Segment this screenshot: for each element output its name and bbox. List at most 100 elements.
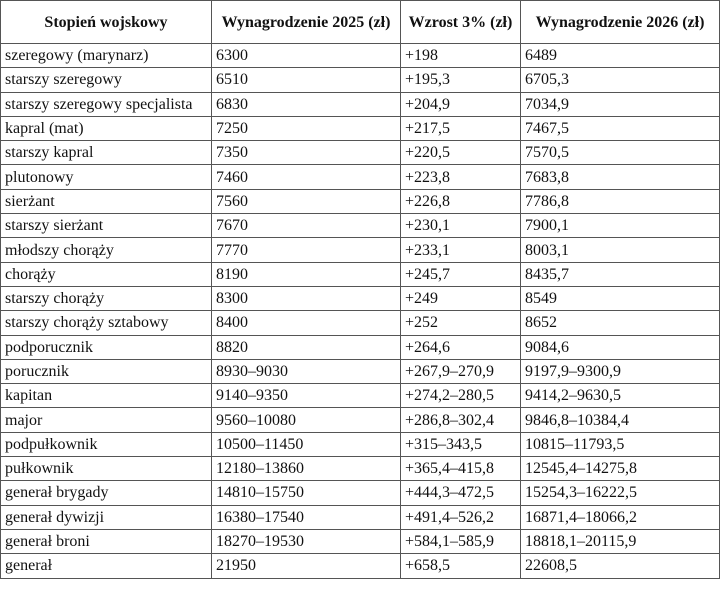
table-cell: 6705,3 bbox=[520, 67, 720, 93]
table-cell: major bbox=[0, 407, 212, 433]
table-cell: 8300 bbox=[211, 285, 401, 312]
table-cell: 8400 bbox=[211, 310, 401, 336]
table-cell: porucznik bbox=[0, 358, 212, 385]
table-cell: +274,2–280,5 bbox=[400, 383, 521, 409]
table-row: podporucznik 8820 +264,6 9084,6 bbox=[0, 334, 720, 360]
header-cell: Stopień wojskowy bbox=[0, 0, 212, 44]
table-cell: 18270–19530 bbox=[211, 528, 401, 555]
table-cell: +286,8–302,4 bbox=[400, 407, 521, 433]
table-row: podpułkownik 10500–11450 +315–343,5 10815–1… bbox=[0, 431, 720, 458]
table-cell: kapitan bbox=[0, 383, 212, 409]
table-row: starszy szeregowy 6510 +195,3 6705,3 bbox=[0, 67, 720, 93]
table-cell: szeregowy (marynarz) bbox=[0, 42, 212, 69]
table-cell: 7350 bbox=[211, 140, 401, 166]
table-cell: plutonowy bbox=[0, 164, 212, 190]
table-row: szeregowy (marynarz) 6300 +198 6489 bbox=[0, 42, 720, 69]
table-cell: generał dywizji bbox=[0, 504, 212, 530]
table-cell: starszy szeregowy specjalista bbox=[0, 91, 212, 117]
table-cell: 8549 bbox=[520, 285, 720, 312]
table-row: generał broni 18270–19530 +584,1–585,9 1881… bbox=[0, 528, 720, 555]
table-row: porucznik 8930–9030 +267,9–270,9 9197,9–930… bbox=[0, 358, 720, 385]
table-cell: 7034,9 bbox=[520, 91, 720, 117]
table-cell: starszy szeregowy bbox=[0, 67, 212, 93]
table-cell: +220,5 bbox=[400, 140, 521, 166]
table-cell: 10815–11793,5 bbox=[520, 431, 720, 458]
table-cell: 7250 bbox=[211, 115, 401, 142]
header-cell: Wynagrodzenie 2025 (zł) bbox=[211, 0, 401, 44]
table-cell: starszy sierżant bbox=[0, 213, 212, 239]
table-cell: +245,7 bbox=[400, 261, 521, 287]
table-row: pułkownik 12180–13860 +365,4–415,8 12545,4–… bbox=[0, 456, 720, 482]
table-row: młodszy chorąży 7770 +233,1 8003,1 bbox=[0, 237, 720, 263]
table-cell: 9140–9350 bbox=[211, 383, 401, 409]
table-cell: 8652 bbox=[520, 310, 720, 336]
table-cell: 9560–10080 bbox=[211, 407, 401, 433]
table-cell: 18818,1–20115,9 bbox=[520, 528, 720, 555]
table-cell: 6489 bbox=[520, 42, 720, 69]
table-cell: +267,9–270,9 bbox=[400, 358, 521, 385]
table-cell: +444,3–472,5 bbox=[400, 480, 521, 506]
table-cell: +233,1 bbox=[400, 237, 521, 263]
table-cell: 15254,3–16222,5 bbox=[520, 480, 720, 506]
table-row: generał brygady 14810–15750 +444,3–472,5 15… bbox=[0, 480, 720, 506]
table-cell: 9197,9–9300,9 bbox=[520, 358, 720, 385]
table-cell: pułkownik bbox=[0, 456, 212, 482]
table-cell: +204,9 bbox=[400, 91, 521, 117]
table-cell: 7570,5 bbox=[520, 140, 720, 166]
header-cell: Wzrost 3% (zł) bbox=[400, 0, 521, 44]
table-cell: 7670 bbox=[211, 213, 401, 239]
table-cell: 16380–17540 bbox=[211, 504, 401, 530]
table-cell: 7786,8 bbox=[520, 188, 720, 215]
table-cell: +264,6 bbox=[400, 334, 521, 360]
table-row: kapral (mat) 7250 +217,5 7467,5 bbox=[0, 115, 720, 142]
table-cell: 9414,2–9630,5 bbox=[520, 383, 720, 409]
table-cell: 7560 bbox=[211, 188, 401, 215]
header-cell: Wynagrodzenie 2026 (zł) bbox=[520, 0, 720, 44]
table-cell: +223,8 bbox=[400, 164, 521, 190]
header-row: Stopień wojskowy Wynagrodzenie 2025 (zł) W… bbox=[0, 0, 720, 44]
table-cell: +217,5 bbox=[400, 115, 521, 142]
table-cell: +365,4–415,8 bbox=[400, 456, 521, 482]
table-row: starszy chorąży sztabowy 8400 +252 8652 bbox=[0, 310, 720, 336]
table-cell: starszy chorąży sztabowy bbox=[0, 310, 212, 336]
table-cell: młodszy chorąży bbox=[0, 237, 212, 263]
table-cell: kapral (mat) bbox=[0, 115, 212, 142]
table-cell: 8930–9030 bbox=[211, 358, 401, 385]
table-row: chorąży 8190 +245,7 8435,7 bbox=[0, 261, 720, 287]
table-cell: podporucznik bbox=[0, 334, 212, 360]
table-cell: 7467,5 bbox=[520, 115, 720, 142]
table-cell: +195,3 bbox=[400, 67, 521, 93]
table-cell: +226,8 bbox=[400, 188, 521, 215]
table-row: generał dywizji 16380–17540 +491,4–526,2 16… bbox=[0, 504, 720, 530]
table-cell: 6830 bbox=[211, 91, 401, 117]
table-cell: generał brygady bbox=[0, 480, 212, 506]
table-cell: +252 bbox=[400, 310, 521, 336]
table-row: major 9560–10080 +286,8–302,4 9846,8–10384,… bbox=[0, 407, 720, 433]
table-cell: 9084,6 bbox=[520, 334, 720, 360]
table-cell: generał broni bbox=[0, 528, 212, 555]
salary-table: Stopień wojskowy Wynagrodzenie 2025 (zł) W… bbox=[0, 0, 720, 579]
table-row: starszy sierżant 7670 +230,1 7900,1 bbox=[0, 213, 720, 239]
table-cell: 7460 bbox=[211, 164, 401, 190]
table-row: starszy szeregowy specjalista 6830 +204,9 7… bbox=[0, 91, 720, 117]
table-cell: +198 bbox=[400, 42, 521, 69]
table-row: starszy chorąży 8300 +249 8549 bbox=[0, 285, 720, 312]
table-cell: +491,4–526,2 bbox=[400, 504, 521, 530]
table-cell: 21950 bbox=[211, 553, 401, 579]
table-cell: +230,1 bbox=[400, 213, 521, 239]
table-cell: +658,5 bbox=[400, 553, 521, 579]
table-row: plutonowy 7460 +223,8 7683,8 bbox=[0, 164, 720, 190]
table-cell: 6300 bbox=[211, 42, 401, 69]
table-cell: 7770 bbox=[211, 237, 401, 263]
table-row: sierżant 7560 +226,8 7786,8 bbox=[0, 188, 720, 215]
table-row: starszy kapral 7350 +220,5 7570,5 bbox=[0, 140, 720, 166]
table-cell: 7900,1 bbox=[520, 213, 720, 239]
table-cell: 12545,4–14275,8 bbox=[520, 456, 720, 482]
table-cell: chorąży bbox=[0, 261, 212, 287]
table-cell: 16871,4–18066,2 bbox=[520, 504, 720, 530]
table-cell: 12180–13860 bbox=[211, 456, 401, 482]
table-cell: +249 bbox=[400, 285, 521, 312]
table-cell: 8003,1 bbox=[520, 237, 720, 263]
table-cell: 14810–15750 bbox=[211, 480, 401, 506]
